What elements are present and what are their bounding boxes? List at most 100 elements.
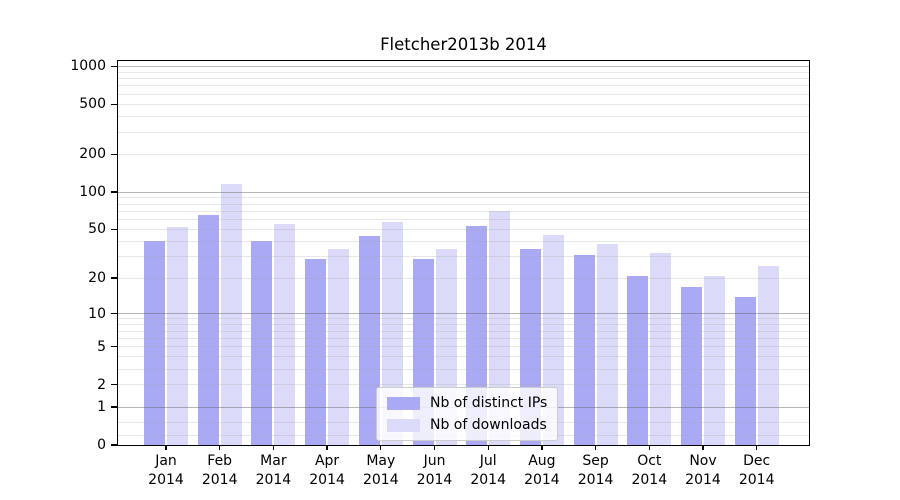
bar-distinct-ips bbox=[734, 296, 756, 445]
y-tick-label: 100 bbox=[79, 184, 106, 200]
x-tick-mark bbox=[219, 446, 221, 450]
gridline-minor bbox=[118, 324, 809, 325]
bar-downloads bbox=[704, 275, 725, 445]
x-tick-mark bbox=[702, 446, 704, 450]
x-tick-mark bbox=[433, 446, 436, 450]
legend-item: Nb of distinct IPs bbox=[387, 395, 547, 411]
bar-downloads bbox=[220, 184, 242, 445]
y-tick-mark bbox=[111, 103, 117, 105]
legend-swatch bbox=[387, 418, 420, 432]
x-tick-mark bbox=[380, 446, 382, 450]
y-tick-mark bbox=[111, 312, 117, 315]
x-tick-year: 2014 bbox=[148, 472, 184, 488]
gridline-minor bbox=[118, 337, 809, 339]
x-tick-month: Dec bbox=[743, 453, 771, 469]
x-tick-label: Sep 2014 bbox=[551, 452, 641, 490]
x-tick-mark bbox=[326, 446, 328, 450]
x-tick-year: 2014 bbox=[416, 472, 453, 488]
x-tick-month: May bbox=[366, 453, 396, 469]
x-tick-mark bbox=[756, 446, 758, 450]
y-tick-mark bbox=[111, 277, 117, 279]
x-tick-month: Aug bbox=[528, 453, 556, 469]
x-tick-year: 2014 bbox=[631, 472, 668, 488]
gridline-minor bbox=[118, 203, 809, 205]
y-tick-label: 50 bbox=[88, 221, 106, 238]
y-tick-mark bbox=[111, 65, 117, 67]
y-tick-label: 10 bbox=[88, 305, 106, 322]
bar-distinct-ips bbox=[358, 236, 380, 445]
gridline-minor bbox=[118, 240, 809, 242]
gridline-major bbox=[118, 65, 809, 67]
gridline-minor bbox=[118, 356, 809, 358]
y-tick-label: 20 bbox=[88, 270, 106, 287]
gridline-minor bbox=[118, 384, 809, 386]
y-tick-mark bbox=[111, 191, 117, 193]
y-tick-mark bbox=[111, 228, 117, 231]
bar-distinct-ips bbox=[681, 286, 702, 445]
y-tick-label: 1 bbox=[97, 399, 106, 415]
x-tick-label: Jan 2014 bbox=[121, 452, 211, 490]
y-tick-label: 1000 bbox=[70, 58, 106, 75]
y-tick-label: 5 bbox=[97, 338, 106, 355]
bar-distinct-ips bbox=[251, 241, 273, 445]
x-tick-label: Nov 2014 bbox=[658, 452, 748, 490]
bar-downloads bbox=[167, 227, 188, 445]
legend: Nb of distinct IPs Nb of downloads bbox=[376, 387, 559, 441]
gridline-minor bbox=[118, 85, 809, 87]
y-tick-mark bbox=[111, 346, 117, 348]
gridline-major bbox=[118, 191, 809, 193]
x-tick-month: Jul bbox=[479, 453, 497, 469]
y-tick-label: 200 bbox=[79, 146, 106, 163]
gridline-minor bbox=[118, 256, 809, 258]
x-tick-mark bbox=[272, 446, 275, 450]
legend-label: Nb of downloads bbox=[430, 417, 547, 433]
gridline-minor bbox=[118, 131, 809, 133]
legend-item: Nb of downloads bbox=[387, 417, 547, 433]
legend-label: Nb of distinct IPs bbox=[430, 395, 548, 411]
y-tick-label: 0 bbox=[97, 437, 106, 453]
gridline-minor bbox=[118, 103, 809, 105]
bar-distinct-ips bbox=[144, 241, 165, 445]
x-tick-year: 2014 bbox=[309, 472, 345, 488]
y-tick-label: 500 bbox=[79, 96, 106, 113]
x-tick-year: 2014 bbox=[201, 472, 238, 488]
x-tick-year: 2014 bbox=[738, 472, 775, 488]
bar-distinct-ips bbox=[305, 258, 327, 445]
gridline-minor bbox=[118, 318, 809, 320]
bar-distinct-ips bbox=[627, 275, 649, 445]
bar-downloads bbox=[596, 244, 618, 445]
gridline-minor bbox=[118, 210, 809, 212]
x-tick-label: Dec 2014 bbox=[712, 452, 802, 490]
chart-title: Fletcher2013b 2014 bbox=[380, 35, 547, 54]
x-tick-year: 2014 bbox=[577, 472, 614, 488]
y-tick-mark bbox=[111, 153, 117, 155]
gridline-minor bbox=[118, 368, 809, 370]
x-tick-month: Feb bbox=[207, 453, 233, 469]
bar-downloads bbox=[757, 266, 779, 445]
x-tick-year: 2014 bbox=[470, 472, 506, 488]
x-tick-label: Apr 2014 bbox=[282, 452, 372, 490]
x-tick-label: May 2014 bbox=[336, 452, 426, 490]
gridline-minor bbox=[118, 330, 809, 332]
x-tick-label: Jul 2014 bbox=[443, 452, 533, 490]
x-tick-label: Feb 2014 bbox=[175, 452, 265, 490]
x-tick-mark bbox=[165, 446, 167, 450]
x-tick-year: 2014 bbox=[362, 472, 399, 488]
x-tick-mark bbox=[487, 446, 489, 450]
bar-downloads bbox=[274, 224, 296, 445]
x-tick-year: 2014 bbox=[685, 472, 721, 488]
x-tick-year: 2014 bbox=[524, 472, 560, 488]
gridline-minor bbox=[118, 277, 809, 279]
y-tick-mark bbox=[111, 444, 117, 446]
x-tick-mark bbox=[648, 446, 650, 450]
x-tick-label: Mar 2014 bbox=[228, 452, 318, 490]
bar-distinct-ips bbox=[197, 215, 219, 445]
gridline-minor bbox=[118, 346, 809, 348]
y-tick-mark bbox=[111, 406, 117, 408]
bar-downloads bbox=[650, 253, 672, 445]
gridline-minor bbox=[118, 115, 809, 117]
x-tick-year: 2014 bbox=[255, 472, 292, 488]
legend-swatch bbox=[387, 396, 420, 410]
x-tick-month: Oct bbox=[637, 453, 662, 469]
